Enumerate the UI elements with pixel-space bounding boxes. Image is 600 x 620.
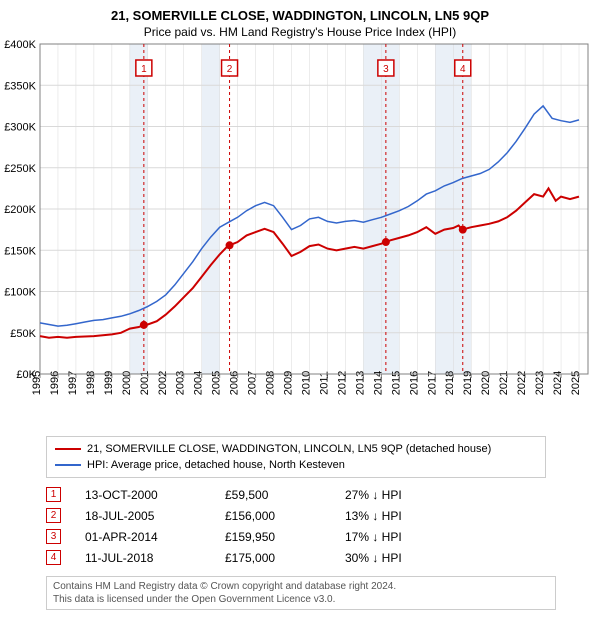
sale-marker-box: 2: [46, 508, 61, 523]
svg-text:£50K: £50K: [10, 328, 36, 340]
sale-date: 18-JUL-2005: [85, 509, 225, 523]
legend-box: 21, SOMERVILLE CLOSE, WADDINGTON, LINCOL…: [46, 436, 546, 478]
svg-text:2011: 2011: [318, 371, 330, 395]
sale-row: 1 13-OCT-2000£59,50027% ↓ HPI: [46, 484, 445, 505]
svg-text:£150K: £150K: [4, 245, 36, 257]
svg-text:£200K: £200K: [4, 204, 36, 216]
svg-text:£0K: £0K: [16, 369, 36, 381]
sale-price: £175,000: [225, 551, 345, 565]
chart-plot-area: 1995199619971998199920002001200220032004…: [40, 44, 588, 404]
sale-price: £159,950: [225, 530, 345, 544]
sale-marker-box: 3: [46, 529, 61, 544]
sale-price: £156,000: [225, 509, 345, 523]
chart-subtitle: Price paid vs. HM Land Registry's House …: [0, 23, 600, 43]
svg-text:3: 3: [383, 64, 389, 75]
footer-attribution: Contains HM Land Registry data © Crown c…: [46, 576, 556, 610]
sale-row: 3 01-APR-2014£159,95017% ↓ HPI: [46, 526, 445, 547]
svg-text:4: 4: [460, 64, 466, 75]
svg-text:£300K: £300K: [4, 122, 36, 134]
sale-marker-box: 4: [46, 550, 61, 565]
svg-text:£100K: £100K: [4, 287, 36, 299]
footer-line-2: This data is licensed under the Open Gov…: [53, 593, 549, 606]
footer-line-1: Contains HM Land Registry data © Crown c…: [53, 580, 549, 593]
sale-price: £59,500: [225, 488, 345, 502]
sale-row: 2 18-JUL-2005£156,00013% ↓ HPI: [46, 505, 445, 526]
chart-container: 21, SOMERVILLE CLOSE, WADDINGTON, LINCOL…: [0, 0, 600, 620]
legend-row: HPI: Average price, detached house, Nort…: [55, 457, 537, 473]
svg-text:2: 2: [227, 64, 233, 75]
svg-text:£350K: £350K: [4, 80, 36, 92]
sale-marker-box: 1: [46, 487, 61, 502]
legend-label: 21, SOMERVILLE CLOSE, WADDINGTON, LINCOL…: [87, 443, 491, 455]
sale-delta: 17% ↓ HPI: [345, 530, 445, 544]
line-chart-svg: 1995199619971998199920002001200220032004…: [40, 44, 588, 404]
legend-swatch: [55, 464, 81, 466]
svg-text:£250K: £250K: [4, 163, 36, 175]
sale-date: 01-APR-2014: [85, 530, 225, 544]
svg-text:£400K: £400K: [4, 39, 36, 51]
sale-row: 4 11-JUL-2018£175,00030% ↓ HPI: [46, 547, 445, 568]
legend-label: HPI: Average price, detached house, Nort…: [87, 459, 345, 471]
sale-date: 13-OCT-2000: [85, 488, 225, 502]
sales-table: 1 13-OCT-2000£59,50027% ↓ HPI 2 18-JUL-2005…: [46, 484, 445, 568]
legend-swatch: [55, 448, 81, 450]
sale-delta: 13% ↓ HPI: [345, 509, 445, 523]
svg-text:1: 1: [141, 64, 147, 75]
chart-title: 21, SOMERVILLE CLOSE, WADDINGTON, LINCOL…: [0, 0, 600, 23]
legend-row: 21, SOMERVILLE CLOSE, WADDINGTON, LINCOL…: [55, 441, 537, 457]
sale-delta: 30% ↓ HPI: [345, 551, 445, 565]
sale-date: 11-JUL-2018: [85, 551, 225, 565]
sale-delta: 27% ↓ HPI: [345, 488, 445, 502]
